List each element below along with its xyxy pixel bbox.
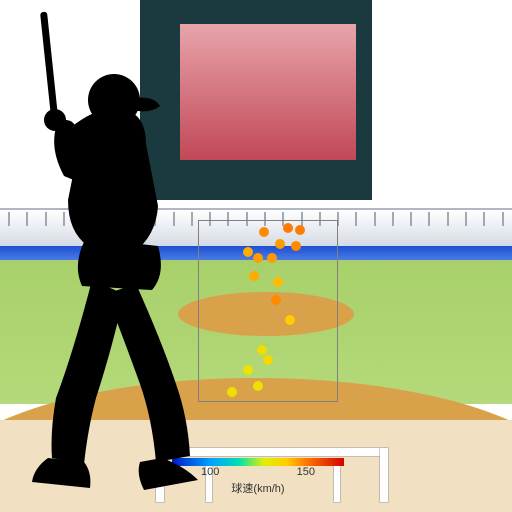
- legend-tick: 150: [297, 466, 315, 478]
- pitch-marker: [295, 225, 305, 235]
- batter-silhouette: [10, 2, 260, 502]
- pitch-marker: [291, 241, 301, 251]
- pitch-marker: [273, 277, 283, 287]
- pitch-marker: [259, 227, 269, 237]
- pitch-marker: [285, 315, 295, 325]
- pitch-marker: [283, 223, 293, 233]
- pitch-marker: [263, 355, 273, 365]
- pitch-marker: [267, 253, 277, 263]
- pitch-marker: [275, 239, 285, 249]
- pitch-marker: [271, 295, 281, 305]
